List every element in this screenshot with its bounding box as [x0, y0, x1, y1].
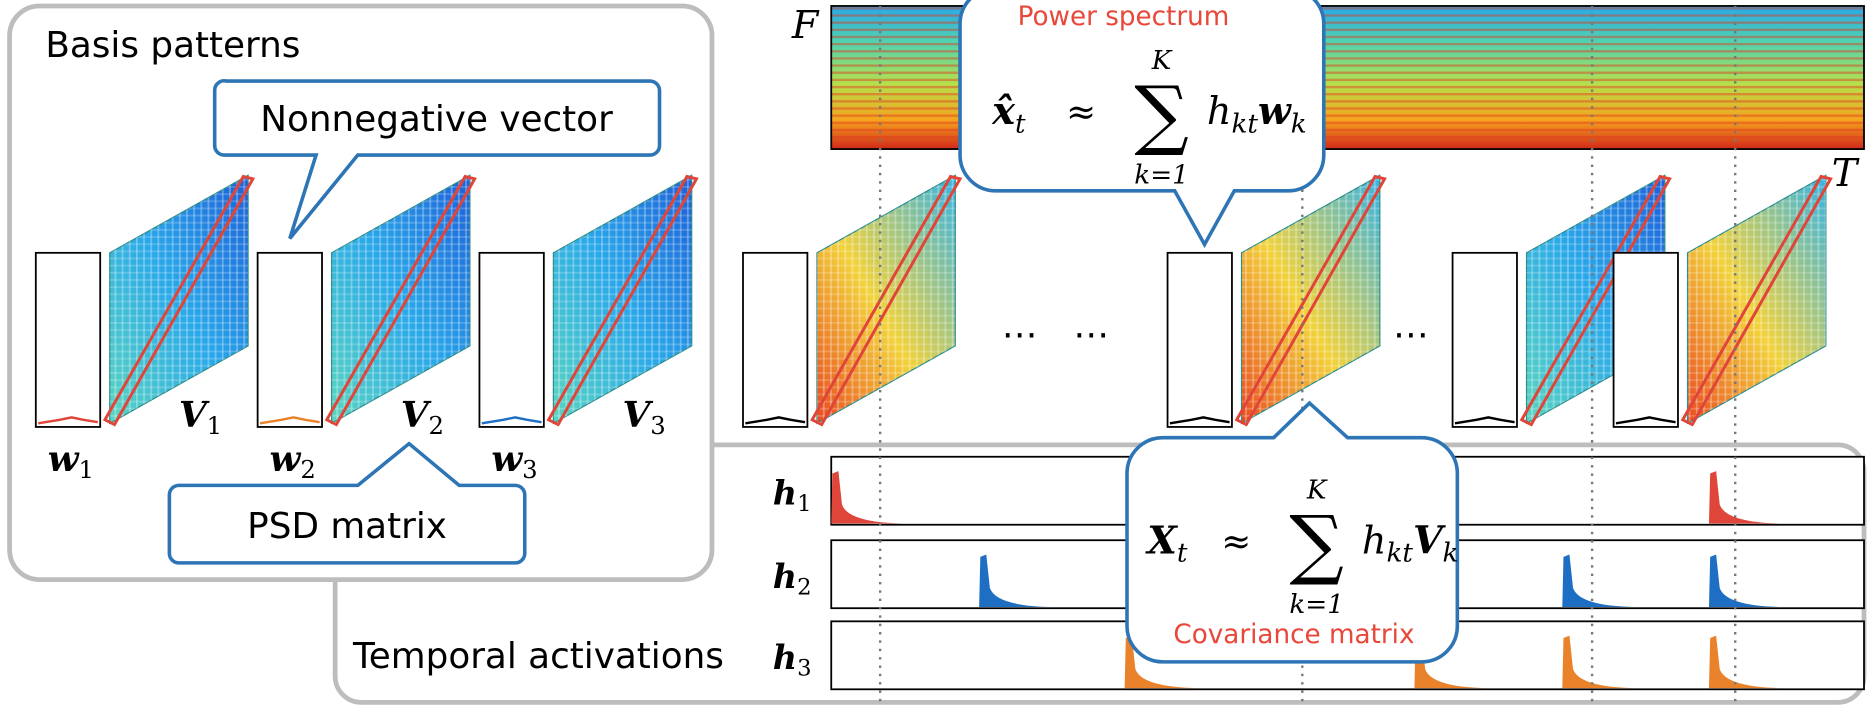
matrix-label-symbol: V — [623, 394, 654, 436]
formula-term-symbol: h — [1362, 518, 1387, 562]
formula-lhs-symbol: X — [1145, 517, 1178, 562]
vector-label-index: 1 — [79, 455, 94, 484]
formula-term-sub: kt — [1231, 109, 1258, 139]
matrix-label-symbol: V — [179, 394, 210, 436]
formula-approx: ≈ — [1221, 521, 1251, 562]
formula-sum-upper: K — [1151, 46, 1173, 76]
vector-box — [1614, 253, 1678, 427]
vector-label-index: 3 — [522, 455, 537, 484]
matrix-label-symbol: V — [401, 394, 432, 436]
page: {"basis_panel": {"title": "Basis pattern… — [0, 0, 1870, 706]
formula-lhs-symbol: x̂ — [991, 88, 1016, 133]
formula-sum-lower: k=1 — [1134, 161, 1189, 191]
activation-title: Temporal activations — [352, 636, 724, 677]
formula-sum: ∑ — [1289, 499, 1343, 588]
callout-vector-text: Nonnegative vector — [260, 99, 613, 140]
vector-box — [743, 253, 807, 427]
vector-box — [479, 253, 543, 427]
freq-axis-label: F — [791, 3, 820, 47]
matrix-grid — [1241, 175, 1379, 423]
callout-power-title: Power spectrum — [1018, 2, 1230, 32]
vector-box — [1168, 253, 1232, 427]
formula-basis-sub: k — [1443, 539, 1459, 569]
callout-matrix-text: PSD matrix — [247, 506, 447, 547]
formula-term-sub: kt — [1387, 539, 1414, 569]
formula-basis-sub: k — [1291, 109, 1307, 139]
ellipsis: … — [1393, 305, 1429, 346]
formula-basis-symbol: V — [1413, 517, 1446, 562]
vector-label-symbol: w — [491, 438, 523, 480]
basis-title: Basis patterns — [45, 25, 300, 66]
matrix-label-index: 3 — [650, 411, 665, 440]
formula-sum: ∑ — [1134, 70, 1188, 159]
ellipsis: … — [1073, 305, 1109, 346]
matrix-grid — [1688, 175, 1826, 423]
row-label-index: 1 — [797, 491, 811, 517]
vector-label-index: 2 — [300, 455, 315, 484]
figure: h1h2h3Basis patternsNonnegative vectorPS… — [0, 0, 1870, 706]
row-label-symbol: h — [773, 473, 797, 512]
row-label-index: 2 — [797, 575, 811, 601]
formula-sum-lower: k=1 — [1289, 590, 1344, 620]
row-label-index: 3 — [797, 656, 811, 682]
matrix-label-index: 2 — [428, 411, 443, 440]
formula-term-symbol: h — [1207, 89, 1232, 133]
vector-box — [258, 253, 322, 427]
vector-box — [36, 253, 100, 427]
formula-approx: ≈ — [1066, 92, 1096, 133]
formula-sum-upper: K — [1306, 475, 1328, 505]
time-axis-label: T — [1832, 151, 1860, 195]
vector-label-symbol: w — [270, 438, 302, 480]
matrix-label-index: 1 — [207, 411, 222, 440]
vector-label-symbol: w — [48, 438, 80, 480]
formula-lhs-sub: t — [1015, 109, 1026, 139]
callout-covariance-title: Covariance matrix — [1173, 620, 1414, 650]
row-label-symbol: h — [773, 557, 797, 596]
vector-box — [1453, 253, 1517, 427]
row-label-symbol: h — [773, 638, 797, 677]
ellipsis: … — [1002, 305, 1038, 346]
formula-basis-symbol: w — [1258, 88, 1292, 133]
formula-lhs-sub: t — [1177, 539, 1188, 569]
matrix-grid — [817, 175, 955, 423]
